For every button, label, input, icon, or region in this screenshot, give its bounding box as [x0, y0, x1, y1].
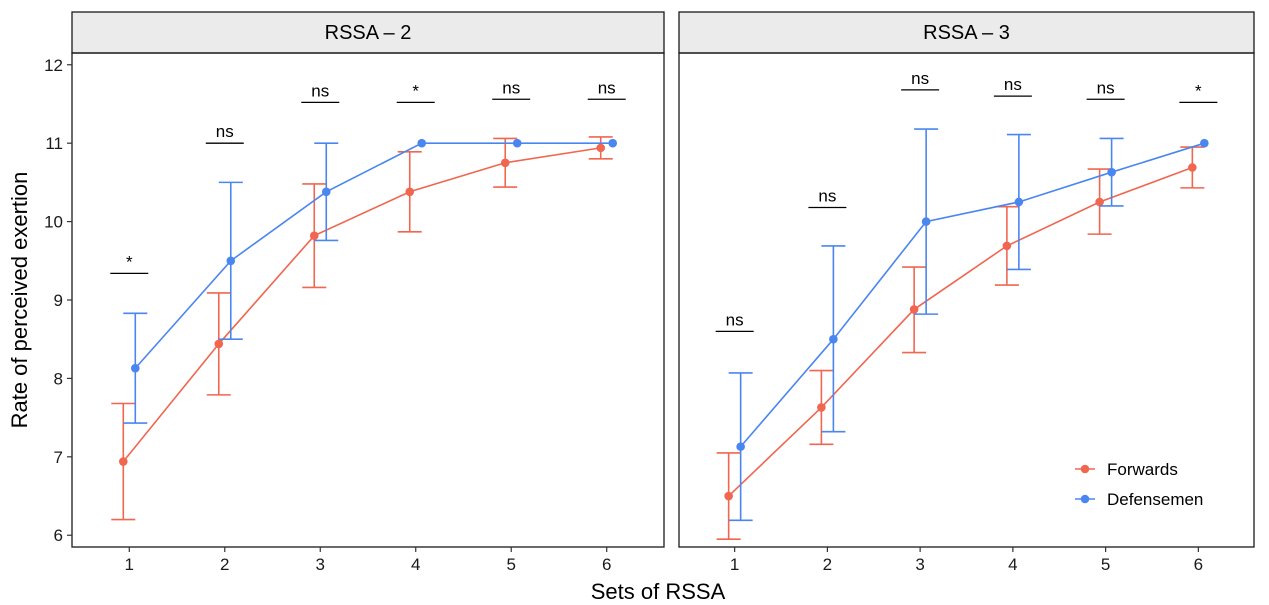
- data-point: [608, 138, 618, 148]
- x-tick-label: 5: [1101, 555, 1110, 574]
- data-point: [214, 339, 224, 349]
- legend: Forwards Defensemen: [1075, 460, 1203, 509]
- series-line: [134, 142, 613, 369]
- data-point: [1002, 241, 1012, 251]
- panel-2: RSSA – 3 1 2 3 4 5 6 ns ns ns ns ns *: [678, 11, 1255, 574]
- legend-label: Defensemen: [1107, 490, 1203, 509]
- strip-label: RSSA – 3: [923, 22, 1010, 44]
- data-point: [1200, 138, 1209, 148]
- x-tick-label: 4: [411, 555, 420, 574]
- significance-label: ns: [502, 78, 520, 97]
- series-defensemen: [123, 138, 618, 424]
- x-tick-label: 3: [915, 555, 924, 574]
- legend-entry-forwards: Forwards: [1075, 460, 1178, 479]
- y-tick-label: 10: [44, 213, 63, 232]
- significance-label: *: [1195, 81, 1202, 100]
- data-point: [724, 491, 733, 501]
- series-line: [740, 142, 1205, 448]
- significance-label: ns: [311, 81, 329, 100]
- series-line: [122, 147, 601, 463]
- data-point: [1095, 197, 1104, 207]
- series-forwards: [111, 136, 613, 521]
- significance-label: ns: [818, 186, 836, 205]
- y-axis-title: Rate of perceived exertion: [7, 172, 32, 429]
- data-point: [596, 143, 606, 153]
- strip-background: [678, 11, 1255, 54]
- data-point: [817, 403, 826, 412]
- panel-border: [678, 52, 1255, 548]
- series-defensemen: [728, 128, 1209, 522]
- significance-label: ns: [216, 122, 234, 141]
- strip-label: RSSA – 2: [325, 22, 412, 44]
- data-point: [405, 187, 415, 197]
- data-point: [321, 187, 331, 197]
- panel-border: [71, 52, 665, 548]
- data-point: [130, 363, 140, 373]
- strip-background: [71, 11, 665, 54]
- legend-label: Forwards: [1107, 460, 1178, 479]
- data-point: [921, 217, 931, 226]
- x-tick-label: 2: [220, 555, 229, 574]
- data-point: [1014, 197, 1024, 207]
- x-tick-label: 4: [1008, 555, 1017, 574]
- x-tick-label: 6: [602, 555, 611, 574]
- x-tick-label: 6: [1194, 555, 1203, 574]
- x-tick-label: 1: [125, 555, 134, 574]
- x-tick-label: 5: [506, 555, 515, 574]
- x-axis-title: Sets of RSSA: [591, 579, 726, 604]
- significance-label: ns: [1097, 78, 1115, 97]
- data-point: [736, 442, 745, 451]
- y-tick-label: 7: [54, 448, 63, 467]
- significance-label: *: [412, 81, 419, 100]
- legend-entry-defensemen: Defensemen: [1075, 490, 1203, 509]
- significance-label: ns: [598, 78, 616, 97]
- x-tick-label: 1: [730, 555, 739, 574]
- y-tick-label: 11: [45, 134, 63, 153]
- data-point: [1107, 167, 1116, 177]
- y-tick-label: 12: [44, 56, 63, 75]
- y-tick-label: 9: [54, 291, 63, 310]
- data-point: [118, 457, 128, 466]
- y-tick-label: 6: [54, 526, 63, 545]
- data-point: [512, 138, 522, 148]
- data-point: [226, 256, 236, 266]
- significance-label: ns: [726, 310, 744, 329]
- x-tick-label: 3: [316, 555, 325, 574]
- data-point: [309, 231, 319, 241]
- significance-label: *: [126, 252, 133, 271]
- data-point: [1188, 163, 1197, 172]
- series-line: [728, 166, 1193, 497]
- series-forwards: [716, 146, 1205, 540]
- data-point: [500, 158, 510, 168]
- legend-key-point: [1080, 494, 1090, 504]
- significance-label: ns: [911, 69, 929, 88]
- data-point: [829, 334, 838, 344]
- significance-label: ns: [1004, 75, 1022, 94]
- data-point: [909, 305, 919, 314]
- legend-key-point: [1080, 464, 1090, 474]
- data-point: [417, 138, 427, 148]
- x-tick-label: 2: [823, 555, 832, 574]
- y-tick-label: 8: [54, 369, 63, 388]
